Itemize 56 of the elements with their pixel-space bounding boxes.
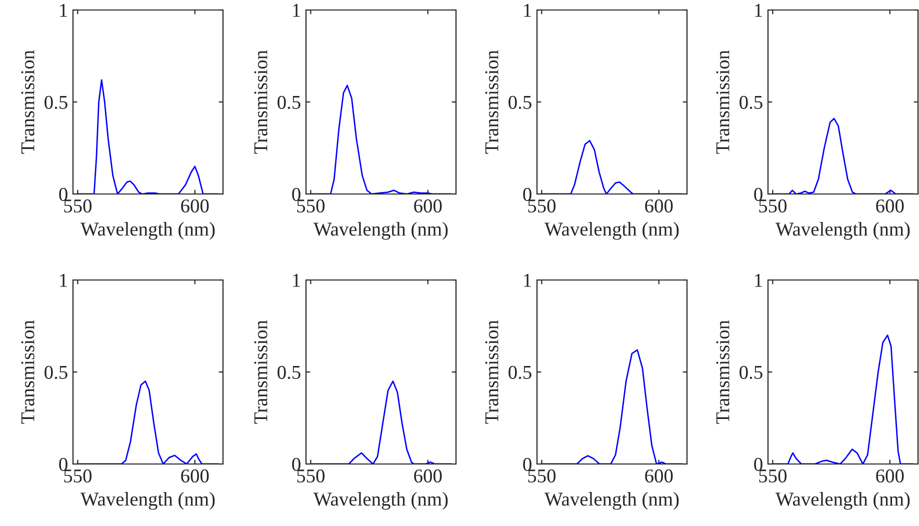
y-tick-label: 0 (754, 458, 762, 471)
y-tick-label: 1 (293, 4, 300, 17)
y-tick-label: 0.5 (740, 366, 762, 380)
y-tick-label: 0.5 (740, 96, 762, 110)
x-tick-label: 550 (64, 199, 92, 213)
y-tick-label: 0.5 (278, 366, 300, 380)
y-tick-label: 0 (292, 188, 300, 201)
y-tick-label: 1 (755, 274, 762, 287)
y-axis-title: Transmission (21, 320, 34, 424)
y-tick-label: 0 (59, 458, 68, 471)
y-tick-label: 0 (59, 188, 68, 201)
y-axis-title: Transmission (716, 320, 730, 424)
y-tick-label: 0.5 (44, 366, 68, 380)
x-tick-label: 550 (64, 469, 92, 483)
y-tick-label: 1 (755, 4, 762, 17)
y-tick-label: 1 (293, 274, 300, 287)
y-tick-label: 0.5 (508, 366, 532, 380)
x-tick-label: 600 (181, 199, 209, 213)
x-axis-title: Wavelength (nm) (80, 492, 215, 510)
x-axis-title: Wavelength (nm) (313, 222, 448, 240)
y-axis-title: Transmission (254, 320, 268, 424)
x-tick-label: 600 (876, 469, 904, 483)
y-tick-label: 1 (524, 4, 531, 17)
x-tick-label: 550 (528, 199, 556, 213)
x-tick-label: 600 (876, 199, 904, 213)
x-tick-label: 550 (759, 469, 787, 483)
y-axis-title: Transmission (485, 320, 498, 424)
y-axis-title: Transmission (716, 50, 730, 154)
y-tick-label: 0 (523, 188, 532, 201)
y-tick-label: 0 (754, 188, 762, 201)
x-axis-title: Wavelength (nm) (544, 492, 679, 510)
x-tick-label: 550 (528, 469, 556, 483)
x-axis-title: Wavelength (nm) (775, 222, 910, 240)
x-tick-label: 550 (297, 469, 325, 483)
y-tick-label: 0.5 (278, 96, 300, 110)
x-tick-label: 600 (645, 469, 673, 483)
x-tick-label: 600 (414, 199, 442, 213)
y-tick-label: 1 (60, 4, 67, 17)
x-tick-label: 550 (297, 199, 325, 213)
x-axis-title: Wavelength (nm) (313, 492, 448, 510)
y-tick-label: 0 (523, 458, 532, 471)
x-axis-title: Wavelength (nm) (80, 222, 215, 240)
y-axis-title: Transmission (254, 50, 268, 154)
y-axis-title: Transmission (21, 50, 34, 154)
y-axis-title: Transmission (485, 50, 498, 154)
x-axis-title: Wavelength (nm) (775, 492, 910, 510)
y-tick-label: 0.5 (508, 96, 532, 110)
y-tick-label: 1 (60, 274, 67, 287)
x-tick-label: 600 (414, 469, 442, 483)
x-tick-label: 600 (645, 199, 673, 213)
y-tick-label: 1 (524, 274, 531, 287)
y-tick-label: 0.5 (44, 96, 68, 110)
x-axis-title: Wavelength (nm) (544, 222, 679, 240)
y-tick-label: 0 (292, 458, 300, 471)
x-tick-label: 600 (181, 469, 209, 483)
x-tick-label: 550 (759, 199, 787, 213)
